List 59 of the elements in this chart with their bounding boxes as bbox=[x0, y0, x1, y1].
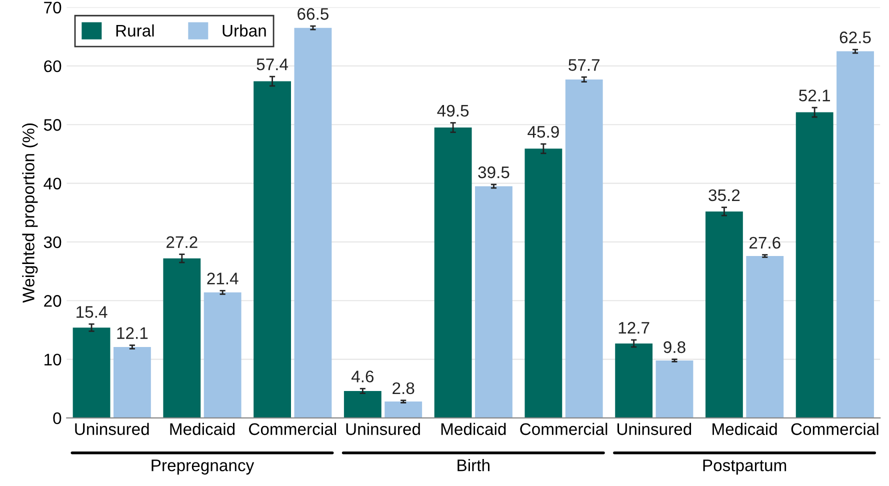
data-label: 4.6 bbox=[351, 370, 374, 382]
bar bbox=[204, 292, 242, 418]
data-label: 35.2 bbox=[708, 189, 740, 202]
bar bbox=[565, 79, 603, 418]
data-label: 12.7 bbox=[618, 322, 650, 334]
y-tick-label: 60 bbox=[44, 60, 62, 72]
x-tick-label: Commercial bbox=[791, 422, 878, 436]
x-tick-label: Uninsured bbox=[346, 422, 420, 436]
bar bbox=[254, 81, 291, 418]
data-label: 52.1 bbox=[799, 90, 830, 102]
bar bbox=[163, 258, 201, 418]
bar bbox=[746, 256, 784, 418]
text: Prepregnancy bbox=[152, 460, 254, 475]
x-tick-label: Commercial bbox=[249, 422, 336, 436]
bar bbox=[796, 112, 834, 418]
bar bbox=[72, 328, 110, 418]
bar bbox=[705, 211, 743, 418]
bar bbox=[434, 128, 472, 418]
data-label: 39.5 bbox=[478, 166, 510, 178]
bar bbox=[615, 343, 653, 418]
y-tick-label: 50 bbox=[44, 119, 62, 131]
bar bbox=[113, 346, 151, 418]
bar bbox=[294, 28, 332, 418]
data-label: 27.6 bbox=[749, 236, 780, 249]
x-tick-label: Uninsured bbox=[75, 422, 149, 436]
x-tick-label: Commercial bbox=[520, 422, 608, 436]
y-tick-label: 20 bbox=[44, 295, 62, 307]
legend-label: Rural bbox=[116, 24, 154, 37]
data-label: 9.8 bbox=[664, 341, 686, 354]
x-tick-label: Medicaid bbox=[712, 422, 777, 436]
y-tick-label: 40 bbox=[44, 178, 62, 190]
x-tick-label: Medicaid bbox=[170, 422, 235, 436]
x-tick-label: Uninsured bbox=[617, 422, 692, 436]
y-tick-label: 0 bbox=[53, 412, 62, 424]
bar bbox=[384, 402, 422, 418]
text: Birth bbox=[458, 459, 490, 472]
data-label: 45.9 bbox=[528, 126, 559, 138]
text: Postpartum bbox=[703, 460, 786, 475]
y-tick-label: 30 bbox=[44, 236, 62, 248]
bar bbox=[524, 148, 562, 418]
data-label: 15.4 bbox=[76, 306, 108, 318]
data-label: 2.8 bbox=[392, 382, 414, 394]
data-label: 57.4 bbox=[256, 58, 288, 70]
data-label: 12.1 bbox=[117, 327, 148, 339]
y-tick-label: 70 bbox=[44, 2, 62, 14]
bar bbox=[344, 390, 382, 418]
data-label: 27.2 bbox=[166, 236, 198, 248]
data-label: 21.4 bbox=[207, 272, 238, 284]
legend-label: Urban bbox=[222, 24, 266, 37]
bar bbox=[475, 186, 512, 418]
data-label: 62.5 bbox=[840, 32, 871, 44]
bar bbox=[836, 51, 874, 418]
data-label: 57.7 bbox=[568, 59, 600, 71]
x-tick-label: Medicaid bbox=[441, 422, 506, 436]
y-tick-label: 10 bbox=[44, 354, 62, 366]
data-label: 49.5 bbox=[437, 104, 469, 117]
y-axis-title: Weighted proportion (%) bbox=[22, 123, 38, 303]
bar bbox=[656, 360, 694, 418]
data-label: 66.5 bbox=[298, 8, 328, 20]
